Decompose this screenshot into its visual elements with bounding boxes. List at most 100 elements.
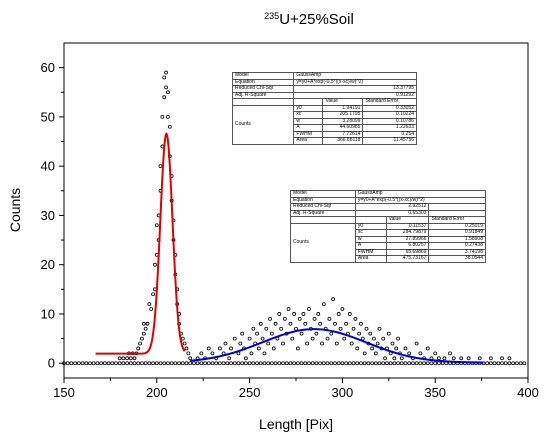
data-point [333, 321, 337, 326]
data-point [437, 361, 441, 366]
data-point [240, 331, 245, 336]
x-axis-label: Length [Pix] [259, 416, 333, 432]
data-point [375, 341, 380, 346]
param-name: y0 [293, 104, 324, 112]
data-point [370, 346, 374, 351]
fit-curve-2 [190, 328, 484, 364]
data-point [299, 361, 304, 366]
data-point [294, 326, 298, 331]
data-point [132, 356, 137, 361]
data-point [284, 361, 289, 366]
data-point [186, 351, 191, 356]
param-name: xc [293, 111, 324, 119]
data-point [507, 361, 512, 366]
data-point [121, 356, 126, 361]
data-point [437, 356, 441, 361]
chi-label: Reduced Chi-Sqr [231, 85, 295, 93]
counts-label: Counts [231, 104, 295, 145]
data-point [347, 361, 352, 366]
data-point [88, 361, 92, 366]
y-tick-label: 60 [41, 60, 55, 75]
data-point [305, 341, 310, 346]
data-point [125, 361, 130, 366]
y-tick-label: 40 [41, 159, 55, 174]
data-point [425, 361, 430, 366]
data-point [255, 361, 259, 366]
data-point [229, 346, 233, 351]
data-point [243, 361, 248, 366]
data-point [340, 307, 345, 311]
data-point [138, 341, 142, 346]
x-tick-label: 250 [239, 385, 261, 400]
data-point [273, 321, 278, 326]
data-point [422, 361, 426, 366]
y-tick-label: 30 [41, 208, 55, 223]
data-point [433, 351, 438, 356]
param-name: Area [293, 137, 324, 145]
data-point [288, 321, 293, 326]
data-point [448, 351, 452, 356]
x-tick-label: 300 [332, 385, 354, 400]
data-point [162, 361, 167, 366]
data-point [169, 361, 174, 366]
data-point [388, 361, 393, 366]
data-point [256, 346, 261, 351]
data-point [266, 341, 271, 346]
data-point [184, 346, 189, 351]
data-point [373, 361, 378, 366]
fit-curve-1 [95, 132, 186, 355]
data-point [292, 361, 297, 366]
x-tick-label: 400 [517, 385, 539, 400]
data-point [258, 321, 263, 326]
data-point [166, 90, 170, 95]
data-point [279, 326, 284, 331]
param-error: 11.45756 [362, 137, 417, 145]
chi-value: 13.37795 [293, 85, 417, 93]
data-point [182, 341, 187, 346]
data-point [383, 356, 387, 361]
data-points [62, 70, 527, 366]
data-point [286, 307, 291, 311]
data-point [141, 321, 146, 326]
data-point [117, 361, 122, 366]
data-point [218, 346, 222, 351]
data-point [429, 361, 434, 366]
data-point [114, 361, 118, 366]
data-point [500, 361, 504, 366]
data-point [262, 361, 267, 366]
data-point [344, 361, 349, 366]
data-point [433, 361, 438, 366]
param-value: 3.28099 [322, 117, 364, 125]
data-point [477, 356, 482, 361]
data-point [273, 361, 278, 366]
data-point [314, 331, 319, 336]
data-point [80, 361, 85, 366]
data-point [399, 361, 404, 366]
data-point [140, 361, 144, 366]
data-point [145, 321, 150, 326]
data-point [292, 312, 297, 316]
data-point [329, 331, 334, 336]
data-point [95, 361, 100, 366]
data-point [325, 336, 330, 341]
data-point [65, 361, 70, 366]
data-point [162, 75, 167, 80]
data-point [344, 321, 349, 326]
param-name: w [293, 117, 324, 125]
r2-label: Adj. R-Square [231, 91, 295, 99]
chart-title-superscript: 235 [264, 11, 279, 21]
data-point [459, 356, 464, 361]
data-point [355, 361, 360, 366]
data-point [271, 346, 276, 351]
data-point [386, 331, 391, 336]
param-name: Area [354, 255, 387, 263]
data-point [266, 361, 271, 366]
data-point [76, 361, 81, 366]
data-point [414, 361, 419, 366]
data-point [327, 316, 332, 321]
data-point [414, 341, 419, 346]
param-value: 1.94191 [322, 104, 364, 112]
data-point [184, 361, 189, 366]
data-point [151, 361, 155, 366]
data-point [158, 164, 163, 169]
